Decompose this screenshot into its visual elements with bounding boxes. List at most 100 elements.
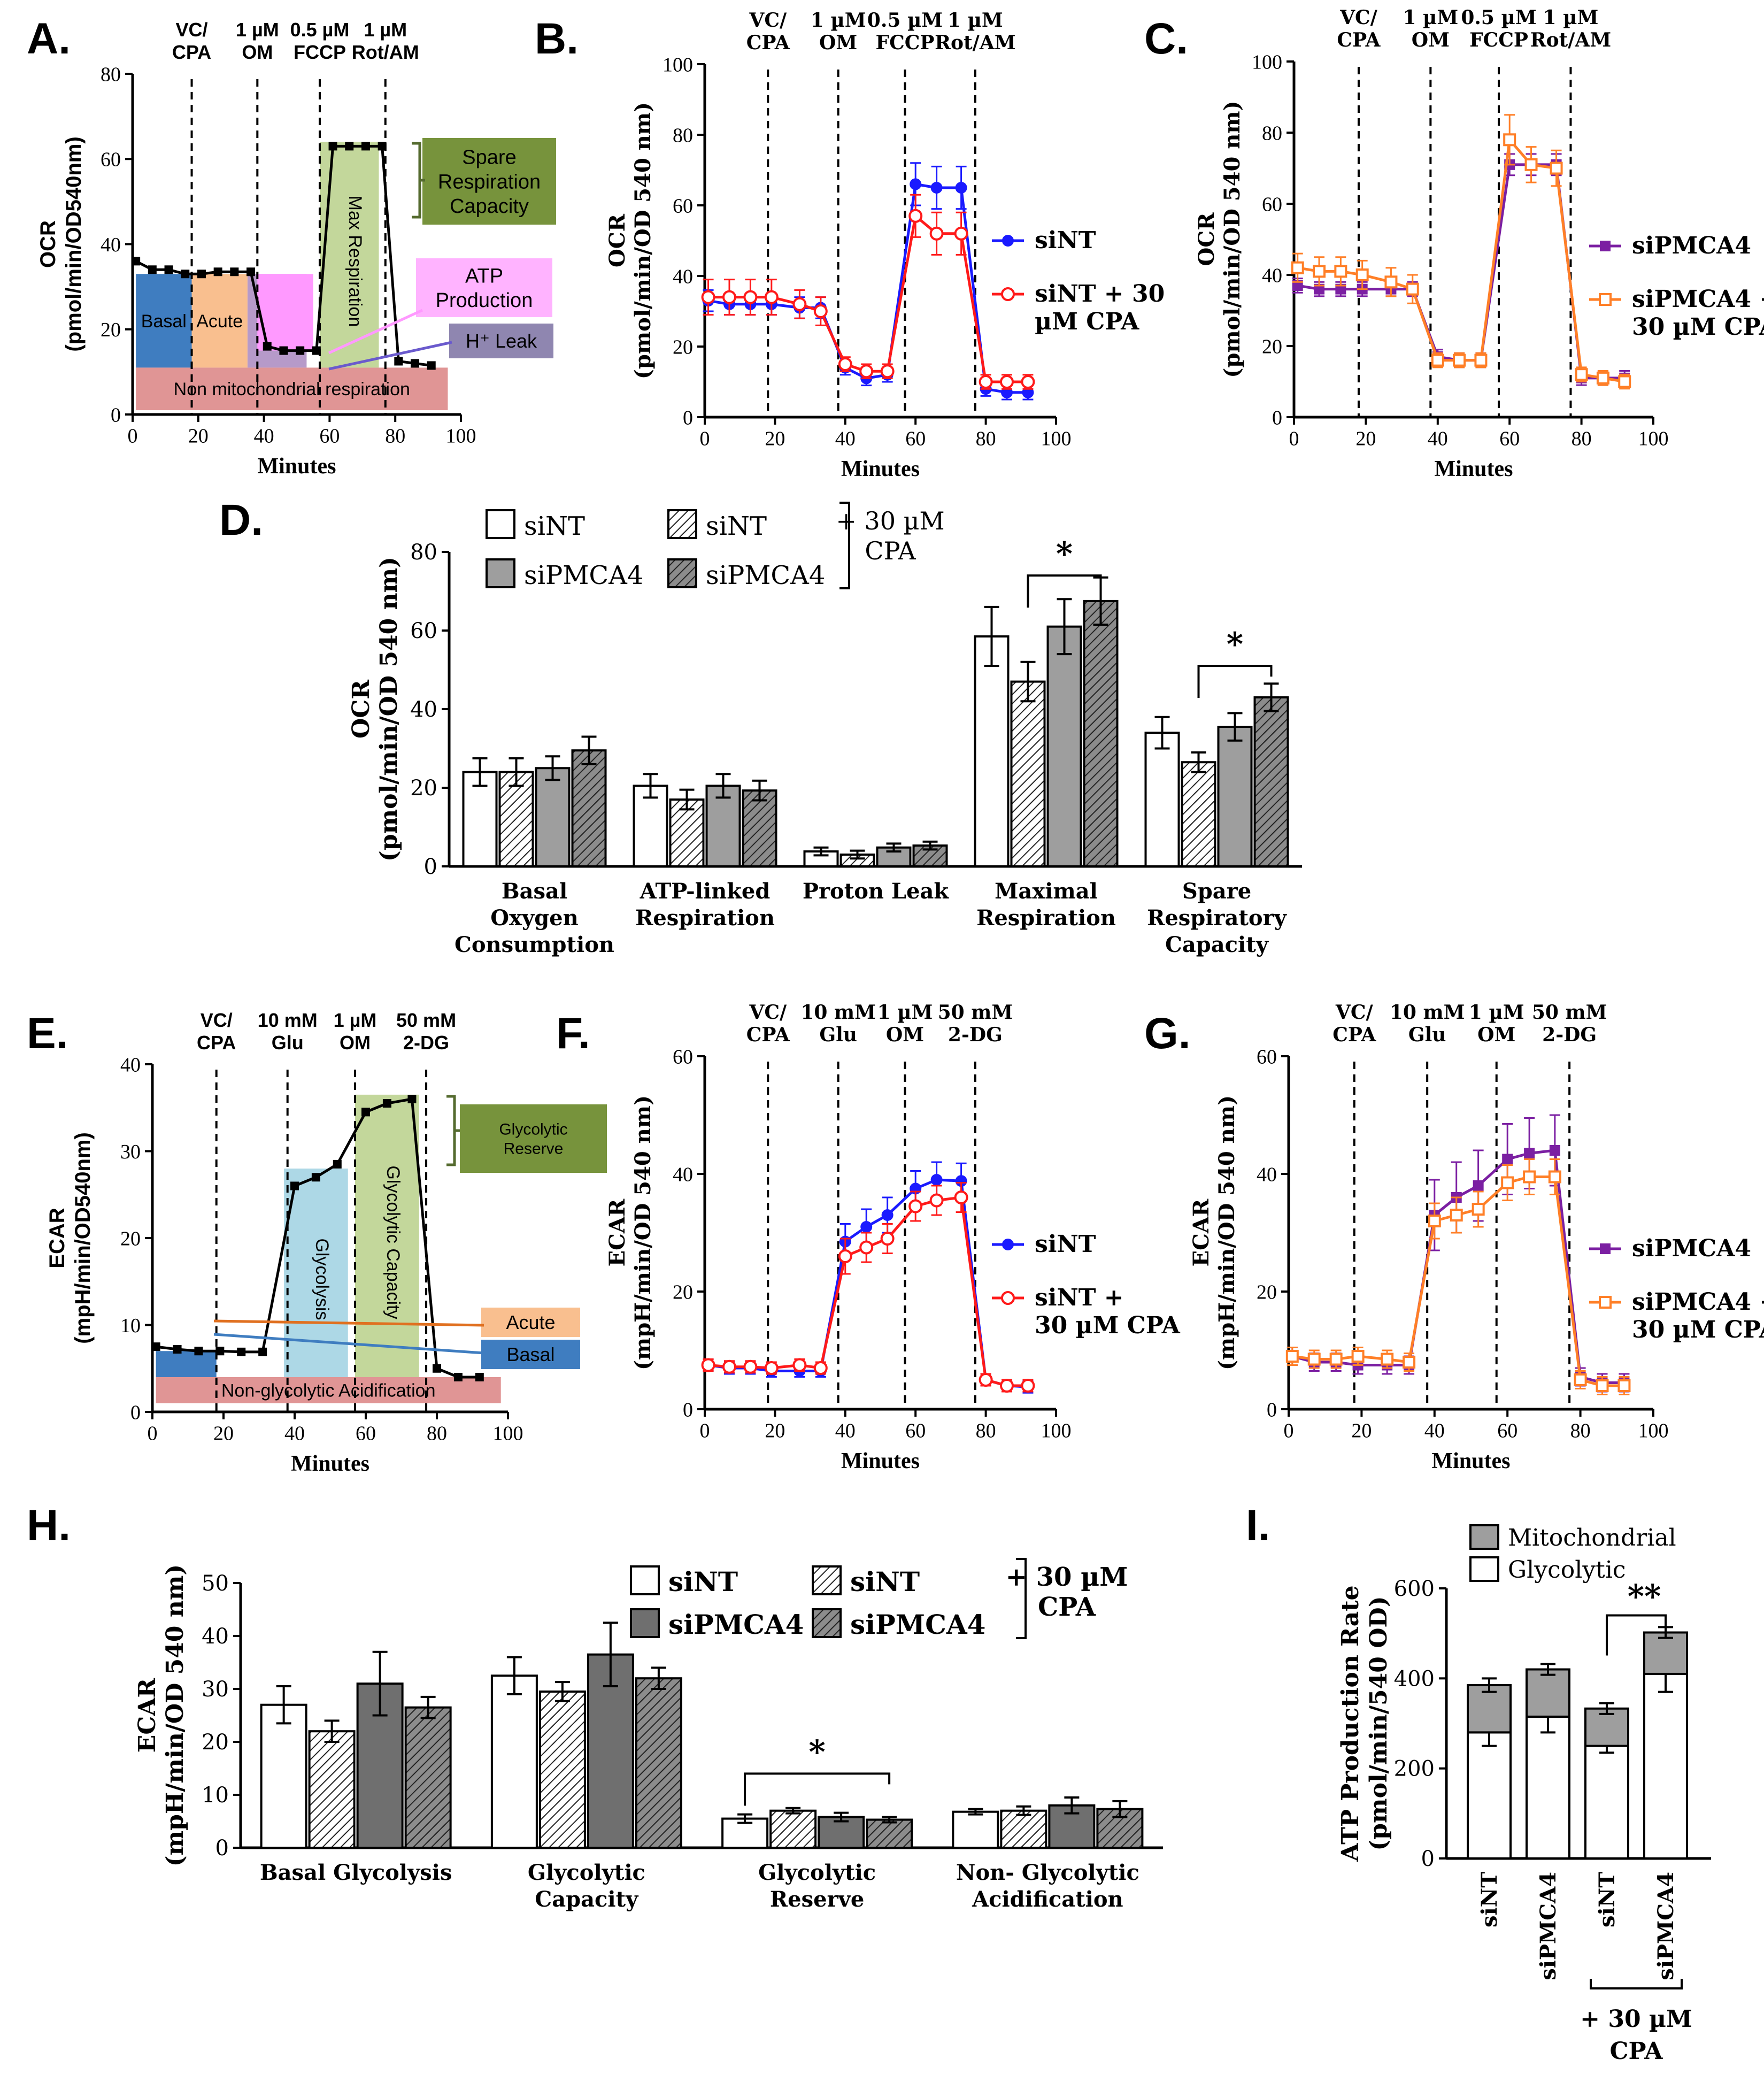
x-tick-label: 100 bbox=[493, 1422, 523, 1445]
y-tick-label: 40 bbox=[1257, 1163, 1277, 1186]
significance-bracket bbox=[744, 1772, 891, 1806]
data-point bbox=[263, 342, 272, 351]
injection-label: OM bbox=[340, 1032, 371, 1054]
x-tick-label: 0 bbox=[128, 425, 138, 447]
y-axis-label: OCR bbox=[348, 680, 375, 739]
y-axis-label: ECAR bbox=[1189, 1199, 1214, 1266]
data-point bbox=[132, 257, 141, 266]
injection-label: OM bbox=[242, 41, 273, 63]
x-axis-label: Minutes bbox=[841, 1449, 920, 1473]
data-point bbox=[701, 1358, 715, 1372]
region-label: Acute bbox=[196, 311, 243, 332]
data-point bbox=[181, 270, 190, 279]
data-point bbox=[407, 1095, 417, 1103]
y-tick-label: 100 bbox=[1252, 51, 1282, 73]
data-point bbox=[813, 304, 828, 318]
injection-label: VC/ bbox=[749, 9, 787, 32]
injection-label: CPA bbox=[197, 1032, 236, 1054]
data-point bbox=[860, 1221, 873, 1233]
x-tick-label: 40 bbox=[835, 427, 856, 450]
x-tick-label: 80 bbox=[385, 425, 405, 447]
callout-atp-production bbox=[416, 258, 552, 317]
y-tick-label: 80 bbox=[1262, 122, 1282, 144]
legend-bracket bbox=[839, 502, 850, 589]
y-tick-label: 40 bbox=[410, 697, 437, 722]
y-axis-label: (pmol/min/OD540nm) bbox=[62, 136, 86, 351]
data-point bbox=[955, 1175, 967, 1187]
y-tick-label: 40 bbox=[673, 1163, 693, 1186]
legend-label: siNT bbox=[668, 1566, 738, 1597]
legend-label: siNT bbox=[850, 1566, 920, 1597]
x-tick-label: 0 bbox=[1289, 427, 1299, 450]
y-tick-label: 20 bbox=[101, 319, 121, 341]
legend-swatch bbox=[812, 1608, 842, 1638]
y-axis-label: (pmol/min/540 OD) bbox=[1365, 1596, 1392, 1850]
data-point bbox=[237, 1347, 246, 1356]
callout-spare-respiration-label: Respiration bbox=[438, 171, 541, 193]
legend-swatch bbox=[812, 1565, 842, 1595]
y-axis-label: ECAR bbox=[134, 1678, 161, 1753]
bar bbox=[1526, 1668, 1570, 1718]
data-point bbox=[1453, 354, 1466, 367]
category-label: Non- Glycolytic bbox=[956, 1860, 1139, 1885]
significance-label: * bbox=[1227, 626, 1243, 663]
injection-label: 0.5 µM bbox=[1461, 6, 1536, 29]
injection-label: 50 mM bbox=[938, 1001, 1013, 1024]
y-tick-label: 200 bbox=[1394, 1757, 1435, 1781]
x-tick-label: 60 bbox=[905, 427, 926, 450]
chart-B: 0 20 40 60 80 100 0 20 40 60 80 100 Minutes OCR (pmol/… bbox=[605, 9, 1165, 481]
data-point bbox=[908, 209, 923, 223]
data-point bbox=[1548, 1170, 1561, 1184]
y-tick-label: 20 bbox=[673, 336, 693, 358]
legend-label: siPMCA4 + bbox=[1632, 1288, 1764, 1316]
y-axis-label: (mpH/min/OD 540 nm) bbox=[1214, 1095, 1239, 1370]
category-label: Acidification bbox=[972, 1887, 1123, 1912]
y-tick-label: 400 bbox=[1394, 1666, 1435, 1691]
legend-swatch bbox=[1469, 1524, 1499, 1550]
data-point bbox=[792, 297, 807, 311]
callout-connector bbox=[328, 341, 452, 371]
region-label: Glycolytic Capacity bbox=[383, 1165, 403, 1319]
data-point bbox=[1406, 282, 1419, 296]
x-tick-label: 100 bbox=[1638, 427, 1669, 450]
chart-D: 0 20 40 60 80 OCR (pmol/min/OD 540 nm) BasalOxy… bbox=[348, 502, 1302, 957]
data-point bbox=[954, 226, 968, 241]
injection-label: 1 µM bbox=[1469, 1001, 1524, 1024]
data-point bbox=[230, 267, 239, 276]
callout-glycolytic-reserve bbox=[460, 1104, 607, 1173]
category-label: Glycolytic bbox=[528, 1860, 645, 1885]
injection-label: VC/ bbox=[749, 1001, 787, 1024]
injection-label: Rot/AM bbox=[1530, 29, 1612, 51]
injection-label: CPA bbox=[172, 41, 211, 63]
y-tick-label: 60 bbox=[673, 1046, 693, 1068]
data-point bbox=[345, 142, 354, 151]
legend-label: siNT bbox=[524, 511, 585, 541]
y-axis-label: (mpH/min/OD540nm) bbox=[71, 1132, 95, 1344]
injection-label: 10 mM bbox=[258, 1009, 318, 1031]
x-tick-label: 80 bbox=[976, 427, 996, 450]
data-point bbox=[1450, 1209, 1463, 1221]
panel-letter-a: A. bbox=[27, 14, 71, 63]
legend-swatch bbox=[630, 1608, 660, 1638]
legend-marker bbox=[1002, 235, 1014, 247]
y-tick-label: 0 bbox=[130, 1401, 141, 1424]
bar bbox=[1467, 1731, 1512, 1860]
x-axis-label: Minutes bbox=[291, 1451, 369, 1476]
injection-label: 0.5 µM bbox=[290, 19, 350, 41]
callout-acute bbox=[481, 1308, 580, 1337]
data-point bbox=[743, 290, 758, 304]
category-label: Respiration bbox=[976, 905, 1116, 931]
data-point bbox=[1291, 261, 1304, 274]
y-axis-label: (mpH/min/OD 540 nm) bbox=[161, 1564, 189, 1866]
injection-label: 1 µM bbox=[364, 19, 407, 41]
legend-note: CPA bbox=[1038, 1592, 1096, 1622]
y-tick-label: 0 bbox=[424, 855, 437, 879]
injection-label: CPA bbox=[746, 1024, 790, 1046]
data-point bbox=[382, 1099, 391, 1108]
category-label: siNT bbox=[1594, 1872, 1620, 1927]
data-point bbox=[148, 265, 157, 274]
category-label: Basal bbox=[502, 879, 567, 904]
panel-letter-i: I. bbox=[1246, 1501, 1270, 1550]
legend-label: siPMCA4 bbox=[524, 560, 643, 590]
